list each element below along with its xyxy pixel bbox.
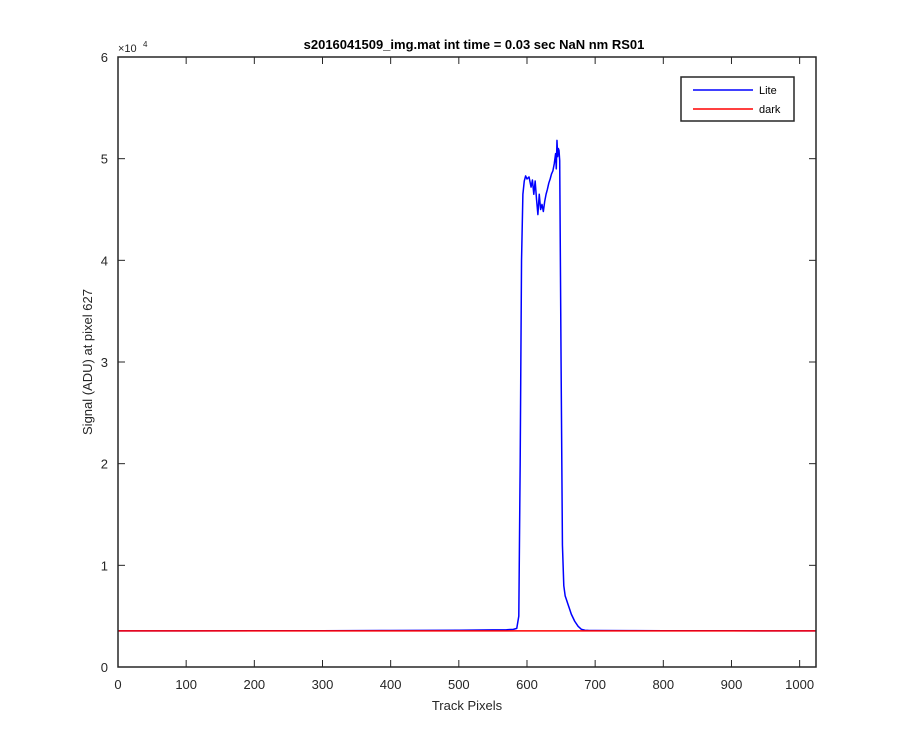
y-tick-label: 6 — [101, 50, 108, 65]
x-tick-label: 100 — [175, 677, 197, 692]
y-tick-label: 5 — [101, 152, 108, 167]
legend-label-dark: dark — [759, 104, 781, 116]
y-tick-label: 0 — [101, 660, 108, 675]
chart-title: s2016041509_img.mat int time = 0.03 sec … — [304, 37, 645, 52]
x-axis-label: Track Pixels — [432, 698, 503, 713]
y-exponent-base: ×10 — [118, 43, 137, 55]
y-tick-label: 1 — [101, 558, 108, 573]
y-exponent-power: 4 — [143, 40, 148, 49]
legend: Lite dark — [680, 76, 795, 122]
x-tick-label: 0 — [114, 677, 121, 692]
y-axis-exponent: ×10 4 — [118, 40, 148, 55]
x-tick-label: 700 — [584, 677, 606, 692]
y-axis: 0 1 2 3 4 5 6 — [101, 50, 816, 675]
plot-content — [118, 139, 816, 632]
y-tick-label: 3 — [101, 355, 108, 370]
series-line-lite — [118, 139, 816, 632]
x-tick-label: 600 — [516, 677, 538, 692]
y-axis-label: Signal (ADU) at pixel 627 — [80, 289, 95, 435]
legend-label-lite: Lite — [759, 85, 777, 97]
x-tick-label: 1000 — [785, 677, 814, 692]
x-tick-label: 800 — [652, 677, 674, 692]
x-tick-label: 200 — [243, 677, 265, 692]
x-tick-label: 900 — [721, 677, 743, 692]
x-axis: 0 100 200 300 400 500 600 700 800 900 1000 — [114, 57, 814, 692]
x-tick-label: 500 — [448, 677, 470, 692]
y-tick-label: 2 — [101, 457, 108, 472]
legend-box — [680, 76, 795, 122]
x-tick-label: 400 — [380, 677, 402, 692]
y-tick-label: 4 — [101, 253, 108, 268]
x-tick-label: 300 — [312, 677, 334, 692]
